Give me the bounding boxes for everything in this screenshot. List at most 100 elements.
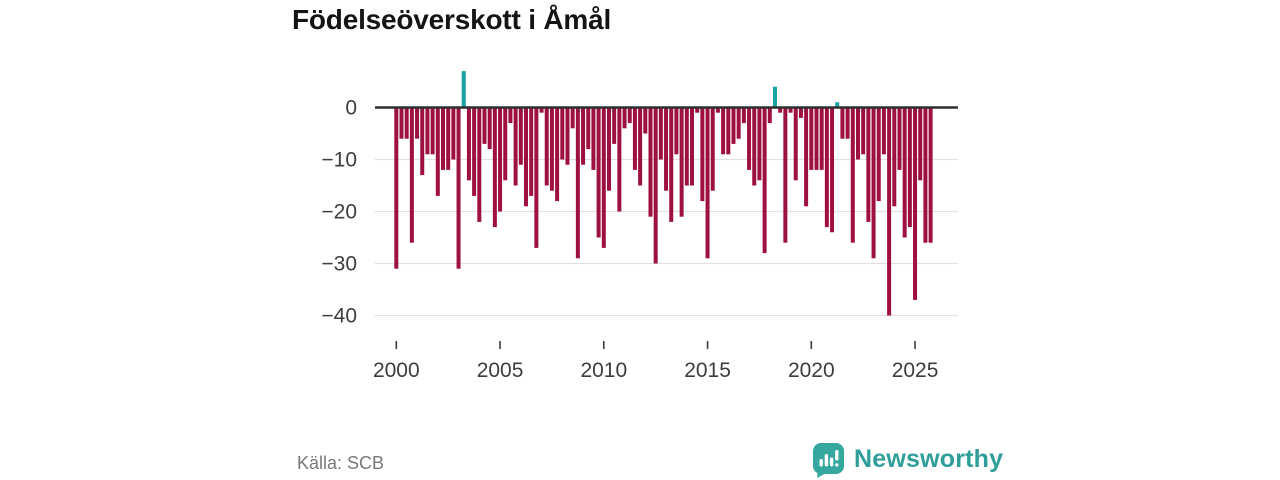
x-tick-label: 2010	[580, 359, 627, 382]
bar	[549, 107, 554, 191]
bar	[762, 107, 767, 254]
bar	[695, 107, 700, 113]
page-title: Födelseöverskott i Åmål	[292, 4, 612, 35]
bar	[804, 107, 809, 207]
bar	[830, 107, 835, 233]
bar	[710, 107, 715, 191]
bar	[887, 107, 892, 316]
bar	[394, 107, 399, 269]
bar	[731, 107, 736, 144]
x-tick-label: 2005	[477, 359, 524, 382]
bar	[907, 107, 912, 228]
bar	[861, 107, 866, 155]
bar	[715, 107, 720, 113]
bar	[612, 107, 617, 144]
bar	[840, 107, 845, 139]
bar	[726, 107, 731, 155]
bar	[627, 107, 632, 124]
bar	[487, 107, 492, 150]
bar	[560, 107, 565, 160]
bar	[440, 107, 445, 170]
chart: 0 −10 −20 −30 −40 2000 2005 2010 2015 2020 2025	[321, 71, 958, 382]
bar	[700, 107, 705, 202]
newsworthy-logo-icon	[813, 443, 844, 478]
y-tick-label: −40	[321, 305, 357, 328]
bar	[892, 107, 897, 207]
bar	[871, 107, 876, 259]
bar	[461, 71, 466, 108]
bar	[747, 107, 752, 170]
bar	[788, 107, 793, 113]
bar	[674, 107, 679, 155]
bar	[446, 107, 451, 170]
newsworthy-logo-text: Newsworthy	[854, 445, 1004, 473]
bar	[793, 107, 798, 181]
x-tick-label: 2015	[684, 359, 731, 382]
y-tick-label: −20	[321, 201, 357, 224]
bar	[430, 107, 435, 155]
bar	[539, 107, 544, 113]
bar	[435, 107, 440, 196]
bar	[752, 107, 757, 186]
bar	[404, 107, 409, 139]
x-tick-label: 2020	[788, 359, 835, 382]
bar	[819, 107, 824, 170]
bar	[923, 107, 928, 243]
bar	[508, 107, 513, 124]
bar	[601, 107, 606, 248]
x-tick-label: 2025	[892, 359, 939, 382]
bar	[529, 107, 534, 196]
bar	[881, 107, 886, 155]
bar	[534, 107, 539, 248]
bar	[420, 107, 425, 176]
bar	[399, 107, 404, 139]
bar	[415, 107, 420, 139]
bar	[425, 107, 430, 155]
bar	[606, 107, 611, 191]
bar	[518, 107, 523, 165]
bar	[721, 107, 726, 155]
bar	[658, 107, 663, 160]
bar	[451, 107, 456, 160]
speech-bubble-icon	[813, 443, 844, 478]
bar	[570, 107, 575, 129]
bar	[466, 107, 471, 181]
bar	[757, 107, 762, 181]
bar	[472, 107, 477, 196]
bar	[409, 107, 414, 243]
bar	[648, 107, 653, 217]
bar	[513, 107, 518, 186]
bar	[643, 107, 648, 134]
bar	[684, 107, 689, 186]
source-label: Källa: SCB	[297, 453, 385, 473]
bar	[835, 102, 840, 108]
bar	[918, 107, 923, 181]
bar	[596, 107, 601, 238]
bar	[850, 107, 855, 243]
bar	[855, 107, 860, 160]
bar	[565, 107, 570, 165]
bar	[928, 107, 933, 243]
bar	[555, 107, 560, 202]
bar	[705, 107, 710, 259]
bar	[767, 107, 772, 124]
bar	[622, 107, 627, 129]
bar	[669, 107, 674, 222]
bar	[913, 107, 918, 300]
bar	[783, 107, 788, 243]
bar	[778, 107, 783, 113]
bar	[814, 107, 819, 170]
y-tick-label: 0	[345, 97, 357, 120]
bar	[492, 107, 497, 228]
bar	[503, 107, 508, 181]
bar	[897, 107, 902, 170]
bar	[632, 107, 637, 170]
bar	[581, 107, 586, 165]
bar	[591, 107, 596, 170]
bar	[477, 107, 482, 222]
bar	[809, 107, 814, 170]
bar	[544, 107, 549, 186]
y-tick-label: −10	[321, 149, 357, 172]
bar	[866, 107, 871, 222]
